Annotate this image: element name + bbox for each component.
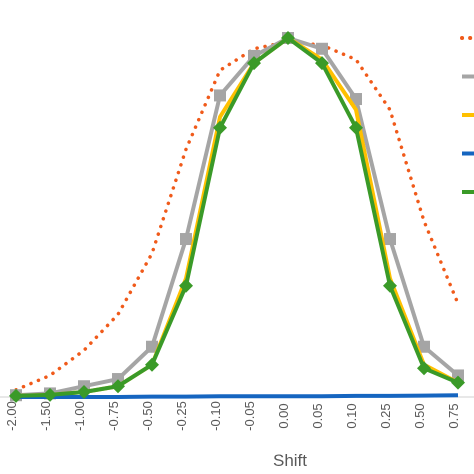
x-tick-label: -2.00 xyxy=(4,401,19,431)
point xyxy=(180,233,192,246)
x-tick-label: -0.75 xyxy=(106,401,121,431)
point xyxy=(281,31,295,45)
point xyxy=(77,384,91,399)
point xyxy=(451,375,465,390)
x-tick-label: -0.25 xyxy=(174,401,189,431)
series-line xyxy=(14,39,460,392)
point xyxy=(213,120,227,135)
point xyxy=(315,56,329,71)
point xyxy=(316,42,328,55)
x-tick-label: -1.50 xyxy=(38,401,53,431)
x-tick-label: -0.50 xyxy=(140,401,155,431)
point xyxy=(9,388,23,403)
point xyxy=(43,387,57,402)
point xyxy=(417,361,431,376)
x-tick-label: -1.00 xyxy=(72,401,87,431)
point xyxy=(247,56,261,71)
point xyxy=(214,89,226,102)
x-tick-label: 0.50 xyxy=(412,403,427,428)
x-tick-label: 0.00 xyxy=(276,403,291,428)
point xyxy=(452,369,464,382)
point xyxy=(384,233,396,246)
x-tick-label: -0.05 xyxy=(242,401,257,431)
point xyxy=(349,120,363,135)
point xyxy=(111,379,125,394)
x-tick-label: 0.10 xyxy=(344,403,359,428)
point xyxy=(146,340,158,353)
x-tick-label: 0.75 xyxy=(446,403,461,428)
x-tick-label: 0.25 xyxy=(378,403,393,428)
x-tick-label: 0.05 xyxy=(310,403,325,428)
point xyxy=(179,278,193,293)
point xyxy=(383,278,397,293)
series-line xyxy=(15,36,459,398)
x-tick-label: -0.10 xyxy=(208,401,223,431)
series-line xyxy=(16,393,459,399)
point xyxy=(418,340,430,353)
point xyxy=(145,357,159,372)
x-axis-label: Shift xyxy=(273,451,307,470)
